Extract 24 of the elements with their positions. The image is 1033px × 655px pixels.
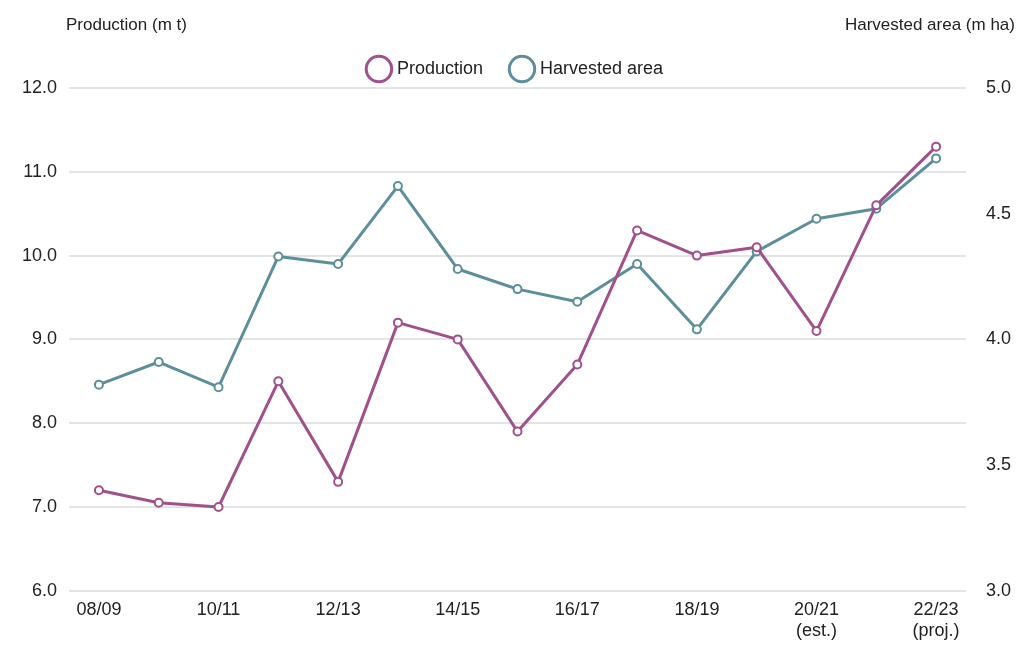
y-tick-label: 8.0 (32, 412, 58, 433)
x-tick-label: 12/13 (315, 598, 361, 619)
x-tick-label: 10/11 (196, 598, 241, 619)
y-tick-label: 12.0 (21, 76, 58, 97)
x-tick-label: 22/23 (proj.) (912, 598, 960, 641)
x-tick-label: 08/09 (76, 598, 122, 619)
x-tick-label: 18/19 (674, 598, 720, 619)
y2-tick-label: 3.0 (985, 579, 1012, 600)
y2-tick-label: 4.0 (985, 328, 1012, 349)
y-tick-label: 10.0 (21, 244, 58, 265)
y-tick-label: 9.0 (32, 328, 58, 349)
y2-tick-label: 4.5 (985, 202, 1012, 223)
legend-label: Harvested area (539, 57, 665, 78)
x-tick-label: 16/17 (554, 598, 600, 619)
y-tick-label: 6.0 (32, 579, 58, 600)
legend-label: Production (396, 57, 483, 78)
y-tick-label: 11.0 (23, 160, 58, 181)
y2-tick-label: 5.0 (985, 76, 1012, 97)
x-tick-label: 20/21 (est.) (793, 598, 840, 641)
y2-tick-label: 3.5 (985, 454, 1012, 475)
y2-axis-title: Harvested area (m ha) (844, 15, 1015, 34)
y-axis-title: Production (m t) (66, 15, 187, 34)
x-tick-label: 14/15 (435, 598, 481, 619)
y-tick-label: 7.0 (32, 495, 58, 516)
